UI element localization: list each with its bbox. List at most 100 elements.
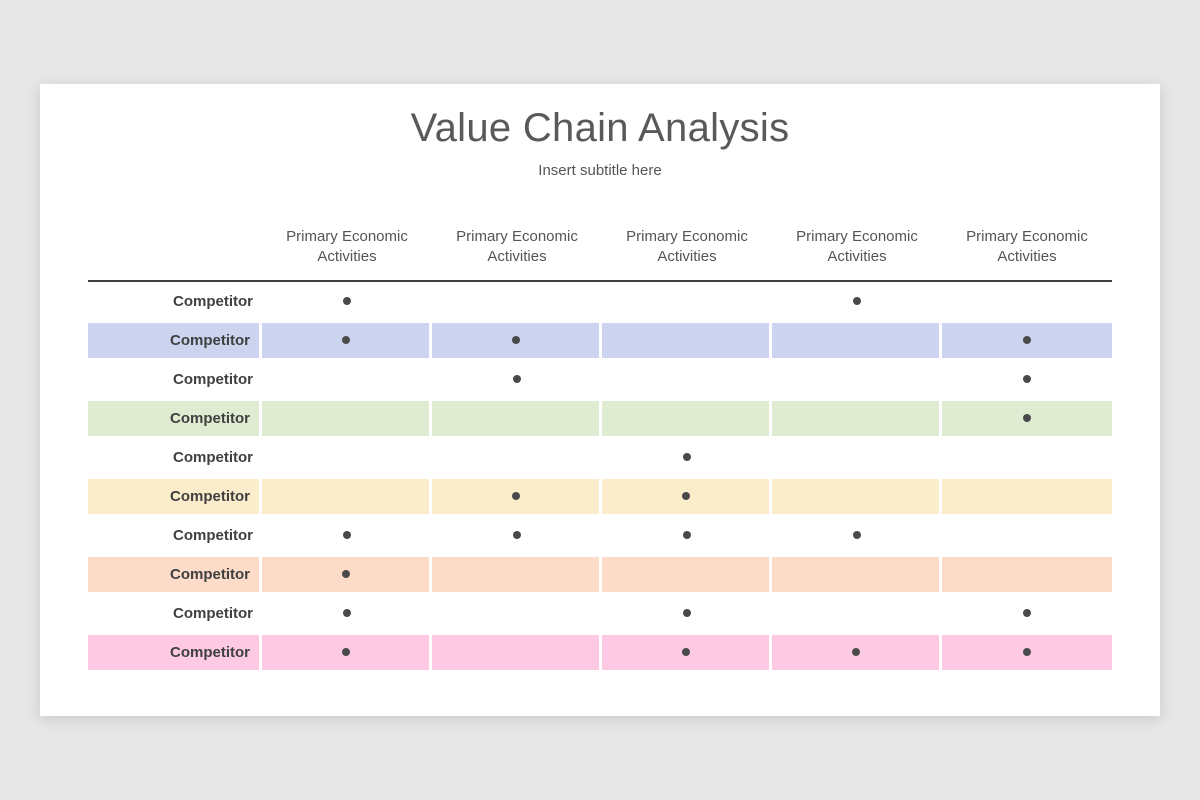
activity-cell (772, 594, 942, 633)
column-header: Primary Economic Activities (966, 228, 1088, 265)
activity-cell (602, 516, 772, 555)
activity-cell (772, 554, 942, 594)
activity-cell (772, 438, 942, 477)
activity-cell (432, 320, 602, 360)
activity-cell (942, 554, 1112, 594)
slide-card: Value Chain Analysis Insert subtitle her… (40, 84, 1160, 716)
presence-dot (511, 336, 520, 345)
presence-dot (1023, 414, 1031, 423)
slide-subtitle: Insert subtitle here (538, 162, 662, 179)
table-row: Competitor (88, 594, 1112, 633)
table-body: Competitor Competitor Competitor Competitor… (88, 282, 1112, 672)
presence-dot (343, 609, 351, 618)
table-row: Competitor (88, 282, 1112, 321)
activity-cell (942, 632, 1112, 672)
activity-cell (602, 476, 772, 516)
table-row: Competitor (88, 516, 1112, 555)
activity-cell (602, 320, 772, 360)
presence-dot (681, 492, 690, 501)
row-label: Competitor (173, 292, 253, 310)
presence-dot (511, 492, 520, 501)
row-label: Competitor (88, 320, 262, 360)
presence-dot (683, 531, 691, 540)
activity-cell (602, 282, 772, 321)
activity-cell (602, 438, 772, 477)
table-row: Competitor (88, 554, 1112, 594)
presence-dot (851, 648, 860, 657)
table-header-row: Primary Economic Activities Primary Econo… (88, 227, 1112, 282)
presence-dot (341, 570, 350, 579)
activity-cell (262, 360, 432, 399)
activity-cell (432, 516, 602, 555)
column-header: Primary Economic Activities (286, 228, 408, 265)
row-label: Competitor (173, 604, 253, 622)
activity-cell (262, 438, 432, 477)
row-label: Competitor (173, 448, 253, 466)
row-label: Competitor (88, 398, 262, 438)
activity-cell (602, 360, 772, 399)
activity-cell (942, 282, 1112, 321)
header-spacer (88, 227, 262, 267)
activity-cell (262, 594, 432, 633)
activity-cell (432, 476, 602, 516)
value-chain-table: Primary Economic Activities Primary Econo… (88, 227, 1112, 672)
activity-cell (262, 516, 432, 555)
activity-cell (602, 398, 772, 438)
table-row: Competitor (88, 438, 1112, 477)
activity-cell (432, 554, 602, 594)
activity-cell (602, 594, 772, 633)
activity-cell (772, 320, 942, 360)
activity-cell (262, 320, 432, 360)
presence-dot (513, 531, 521, 540)
table-row: Competitor (88, 398, 1112, 438)
presence-dot (1023, 375, 1031, 384)
activity-cell (942, 594, 1112, 633)
activity-cell (772, 282, 942, 321)
table-row: Competitor (88, 360, 1112, 399)
presence-dot (343, 297, 351, 306)
column-header: Primary Economic Activities (456, 228, 578, 265)
presence-dot (343, 531, 351, 540)
activity-cell (772, 360, 942, 399)
presence-dot (853, 297, 861, 306)
activity-cell (772, 476, 942, 516)
activity-cell (772, 632, 942, 672)
row-label: Competitor (88, 476, 262, 516)
column-header: Primary Economic Activities (796, 228, 918, 265)
column-header: Primary Economic Activities (626, 228, 748, 265)
activity-cell (942, 476, 1112, 516)
activity-cell (942, 320, 1112, 360)
activity-cell (262, 632, 432, 672)
activity-cell (432, 398, 602, 438)
presence-dot (683, 609, 691, 618)
presence-dot (1023, 336, 1031, 345)
row-label: Competitor (88, 632, 262, 672)
table-row: Competitor (88, 320, 1112, 360)
presence-dot (341, 336, 350, 345)
activity-cell (942, 516, 1112, 555)
activity-cell (262, 554, 432, 594)
presence-dot (1023, 648, 1031, 657)
presence-dot (513, 375, 521, 384)
presence-dot (1023, 609, 1031, 618)
activity-cell (602, 632, 772, 672)
activity-cell (942, 398, 1112, 438)
activity-cell (432, 594, 602, 633)
activity-cell (432, 282, 602, 321)
activity-cell (262, 398, 432, 438)
table-row: Competitor (88, 632, 1112, 672)
activity-cell (262, 282, 432, 321)
row-label: Competitor (173, 370, 253, 388)
activity-cell (772, 398, 942, 438)
activity-cell (432, 438, 602, 477)
activity-cell (432, 632, 602, 672)
presence-dot (683, 453, 691, 462)
activity-cell (262, 476, 432, 516)
activity-cell (942, 438, 1112, 477)
presence-dot (341, 648, 350, 657)
row-label: Competitor (173, 526, 253, 544)
table-row: Competitor (88, 476, 1112, 516)
row-label: Competitor (88, 554, 262, 594)
presence-dot (681, 648, 690, 657)
activity-cell (602, 554, 772, 594)
